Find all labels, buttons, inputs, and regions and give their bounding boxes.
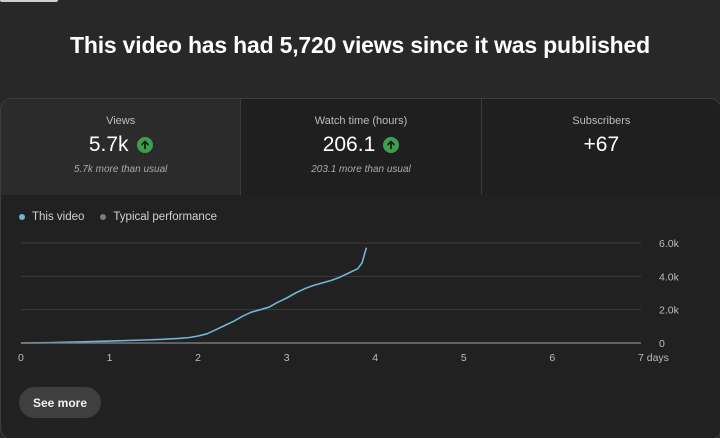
see-more-button[interactable]: See more — [19, 387, 101, 418]
top-tab-indicator — [0, 0, 58, 2]
chart-legend: This video Typical performance — [19, 211, 217, 223]
x-tick-label: 2 — [195, 352, 201, 364]
views-line-chart[interactable]: 0 2.0k 4.0k 6.0k 0 1 2 3 4 5 6 7 days — [1, 231, 720, 371]
legend-label: Typical performance — [113, 211, 217, 223]
x-tick-label: 1 — [107, 352, 113, 364]
x-tick-label: 4 — [372, 352, 378, 364]
legend-dot-icon — [100, 214, 107, 220]
x-tick-label: 0 — [18, 352, 24, 364]
x-tick-label: 7 days — [638, 352, 669, 364]
stat-value: 5.7k — [88, 133, 129, 156]
x-tick-label: 3 — [284, 352, 290, 364]
legend-typical[interactable]: Typical performance — [100, 211, 217, 223]
y-tick-label: 4.0k — [659, 271, 680, 283]
y-tick-label: 2.0k — [659, 305, 680, 317]
page-title: This video has had 5,720 views since it … — [70, 32, 650, 58]
stat-watch-time[interactable]: Watch time (hours) 206.1 203.1 more than… — [241, 99, 482, 195]
arrow-up-icon — [383, 137, 400, 153]
stat-comparison: 203.1 more than usual — [311, 164, 411, 175]
arrow-up-icon — [136, 137, 153, 153]
stat-views[interactable]: Views 5.7k 5.7k more than usual — [1, 99, 242, 195]
stat-comparison: 5.7k more than usual — [73, 164, 168, 175]
y-tick-label: 0 — [659, 338, 665, 350]
stat-label: Watch time (hours) — [314, 115, 408, 127]
y-tick-label: 6.0k — [659, 238, 680, 250]
stat-subscribers[interactable]: Subscribers +67 — [481, 99, 720, 195]
x-tick-label: 5 — [461, 352, 467, 364]
stat-value: 206.1 — [322, 133, 376, 156]
analytics-card: Views 5.7k 5.7k more than usual Watch ti… — [0, 98, 720, 438]
legend-dot-icon — [19, 214, 25, 220]
legend-label: This video — [32, 211, 85, 223]
series-line-this-video — [20, 247, 368, 344]
legend-this-video[interactable]: This video — [19, 211, 84, 223]
stat-label: Views — [106, 115, 136, 127]
x-tick-label: 6 — [549, 352, 555, 364]
stat-value: +67 — [583, 133, 620, 156]
stat-label: Subscribers — [572, 115, 631, 127]
stats-row: Views 5.7k 5.7k more than usual Watch ti… — [1, 99, 720, 195]
